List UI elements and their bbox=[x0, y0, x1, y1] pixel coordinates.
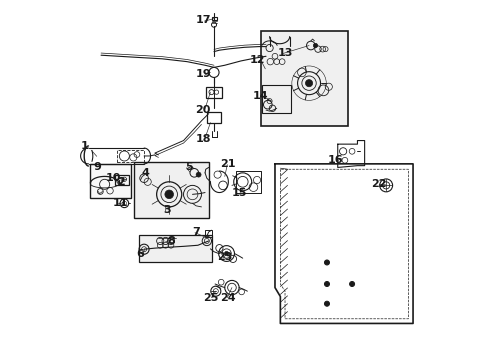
Circle shape bbox=[224, 251, 228, 256]
Circle shape bbox=[324, 301, 329, 306]
Circle shape bbox=[313, 43, 317, 48]
Bar bbox=[206, 112, 221, 123]
Text: 19: 19 bbox=[195, 69, 211, 79]
Text: 22: 22 bbox=[370, 179, 386, 189]
Text: 15: 15 bbox=[231, 188, 246, 198]
Text: 21: 21 bbox=[220, 159, 236, 169]
Circle shape bbox=[349, 282, 354, 287]
Text: 23: 23 bbox=[217, 252, 232, 262]
Text: 6: 6 bbox=[136, 248, 144, 258]
Text: 3: 3 bbox=[163, 206, 171, 216]
Text: 5: 5 bbox=[185, 162, 192, 172]
Circle shape bbox=[305, 80, 312, 87]
Text: 12: 12 bbox=[249, 55, 264, 65]
Text: 1: 1 bbox=[81, 141, 89, 151]
Text: 16: 16 bbox=[327, 155, 343, 165]
Text: 20: 20 bbox=[195, 105, 210, 115]
Circle shape bbox=[324, 282, 329, 287]
Text: 18: 18 bbox=[195, 134, 211, 144]
Bar bbox=[204, 230, 211, 237]
Text: 8: 8 bbox=[167, 236, 175, 246]
Bar bbox=[260, 31, 348, 126]
Circle shape bbox=[324, 260, 329, 265]
Bar bbox=[139, 235, 212, 262]
Text: 17: 17 bbox=[195, 15, 211, 26]
Circle shape bbox=[196, 172, 201, 177]
Bar bbox=[261, 85, 290, 113]
Text: 9: 9 bbox=[93, 162, 101, 172]
Text: 2: 2 bbox=[117, 177, 124, 187]
Text: 24: 24 bbox=[220, 293, 236, 303]
Circle shape bbox=[164, 190, 173, 199]
Text: 11: 11 bbox=[113, 198, 128, 208]
Text: 10: 10 bbox=[106, 173, 121, 183]
Bar bbox=[115, 175, 129, 185]
Bar bbox=[89, 164, 131, 198]
Bar bbox=[211, 17, 216, 21]
Text: 25: 25 bbox=[203, 293, 218, 303]
Text: 7: 7 bbox=[192, 227, 200, 237]
Text: 14: 14 bbox=[252, 91, 268, 101]
Bar bbox=[134, 162, 209, 218]
Bar bbox=[206, 87, 221, 98]
Text: 4: 4 bbox=[142, 168, 149, 178]
Text: 13: 13 bbox=[278, 48, 293, 58]
